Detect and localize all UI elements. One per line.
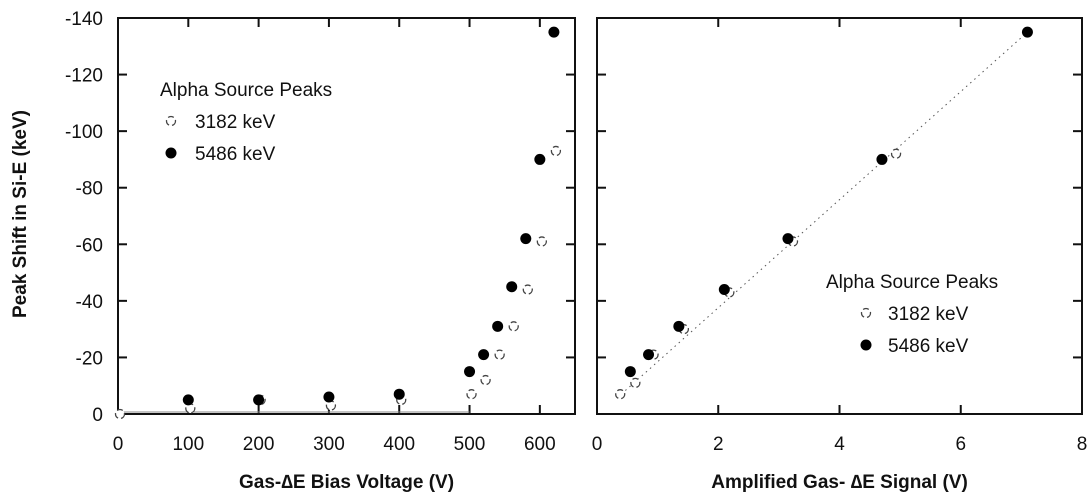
y-tick-label: -20: [76, 348, 103, 369]
y-tick-label: -140: [65, 9, 103, 30]
legend-marker-filled: [165, 147, 177, 159]
data-point-5486-keV: [182, 394, 194, 406]
legend: Alpha Source Peaks 3182 keV 5486 keV: [826, 272, 998, 357]
y-tick-label: -100: [65, 122, 103, 143]
y-tick-label: -60: [76, 235, 103, 256]
legend-marker-open: [165, 115, 177, 127]
legend-entry: 3182 keV: [195, 112, 276, 133]
x-tick-label: 600: [524, 434, 556, 455]
data-point-3182-keV: [114, 408, 126, 420]
x-axis-title: Gas-∆E Bias Voltage (V): [239, 472, 454, 493]
x-tick-label: 300: [313, 434, 345, 455]
y-tick-label: -40: [76, 292, 103, 313]
data-point-5486-keV: [478, 349, 490, 361]
x-tick-label: 400: [383, 434, 415, 455]
plot-frame: [117, 17, 576, 415]
legend-marker-open: [860, 307, 872, 319]
data-point-5486-keV: [464, 366, 476, 378]
x-tick-label: 200: [243, 434, 275, 455]
data-point-5486-keV: [1021, 26, 1033, 38]
data-point-3182-keV: [522, 284, 533, 295]
data-point-3182-keV: [630, 377, 641, 389]
data-point-5486-keV: [548, 26, 560, 38]
y-tick-label: -120: [65, 66, 103, 87]
data-point-5486-keV: [673, 320, 685, 332]
data-point-3182-keV: [508, 321, 519, 332]
y-tick-label: 0: [92, 405, 103, 426]
data-point-5486-keV: [506, 281, 518, 293]
data-point-5486-keV: [718, 284, 730, 296]
legend-title: Alpha Source Peaks: [160, 80, 332, 101]
legend: Alpha Source Peaks 3182 keV 5486 keV: [160, 80, 332, 165]
legend-marker-filled: [860, 339, 872, 351]
x-tick-label: 8: [1077, 434, 1088, 455]
data-point-5486-keV: [782, 233, 794, 245]
data-point-5486-keV: [643, 349, 655, 361]
data-point-5486-keV: [253, 394, 265, 406]
y-axis-title: Peak Shift in Si-E (keV): [10, 110, 31, 318]
data-point-5486-keV: [520, 233, 532, 245]
chart-panel-2: 0 2 4 6 8 Amplified Gas- ∆E Signal (V) Alpha S…: [592, 17, 1088, 493]
x-axis-title: Amplified Gas- ∆E Signal (V): [711, 472, 968, 493]
data-point-5486-keV: [876, 153, 888, 165]
data-point-3182-keV: [890, 148, 902, 159]
y-tick-label: -80: [76, 179, 103, 200]
data-point-3182-keV: [536, 236, 547, 247]
x-tick-label: 0: [592, 434, 603, 455]
legend-entry: 3182 keV: [888, 304, 969, 325]
data-point-3182-keV: [494, 349, 505, 360]
x-tick-label: 500: [454, 434, 486, 455]
data-point-5486-keV: [393, 388, 405, 400]
legend-title: Alpha Source Peaks: [826, 272, 998, 293]
legend-entry: 5486 keV: [195, 144, 276, 165]
data-point-5486-keV: [323, 391, 335, 403]
data-point-3182-keV: [550, 145, 562, 157]
data-point-5486-keV: [534, 153, 546, 165]
data-point-5486-keV: [624, 366, 636, 378]
legend-entry: 5486 keV: [888, 336, 969, 357]
data-point-3182-keV: [615, 389, 626, 400]
x-tick-label: 0: [113, 434, 124, 455]
plot-frame: [596, 17, 1083, 415]
data-point-3182-keV: [480, 374, 491, 386]
x-tick-label: 6: [955, 434, 966, 455]
x-tick-label: 100: [172, 434, 204, 455]
x-tick-label: 2: [713, 434, 724, 455]
chart-panel-1: 0 -20 -40 -60 -80 -100 -120 -140 0 100 200 300 400 50…: [65, 9, 576, 493]
data-point-5486-keV: [492, 320, 504, 332]
x-tick-label: 4: [834, 434, 845, 455]
data-point-3182-keV: [466, 389, 477, 400]
